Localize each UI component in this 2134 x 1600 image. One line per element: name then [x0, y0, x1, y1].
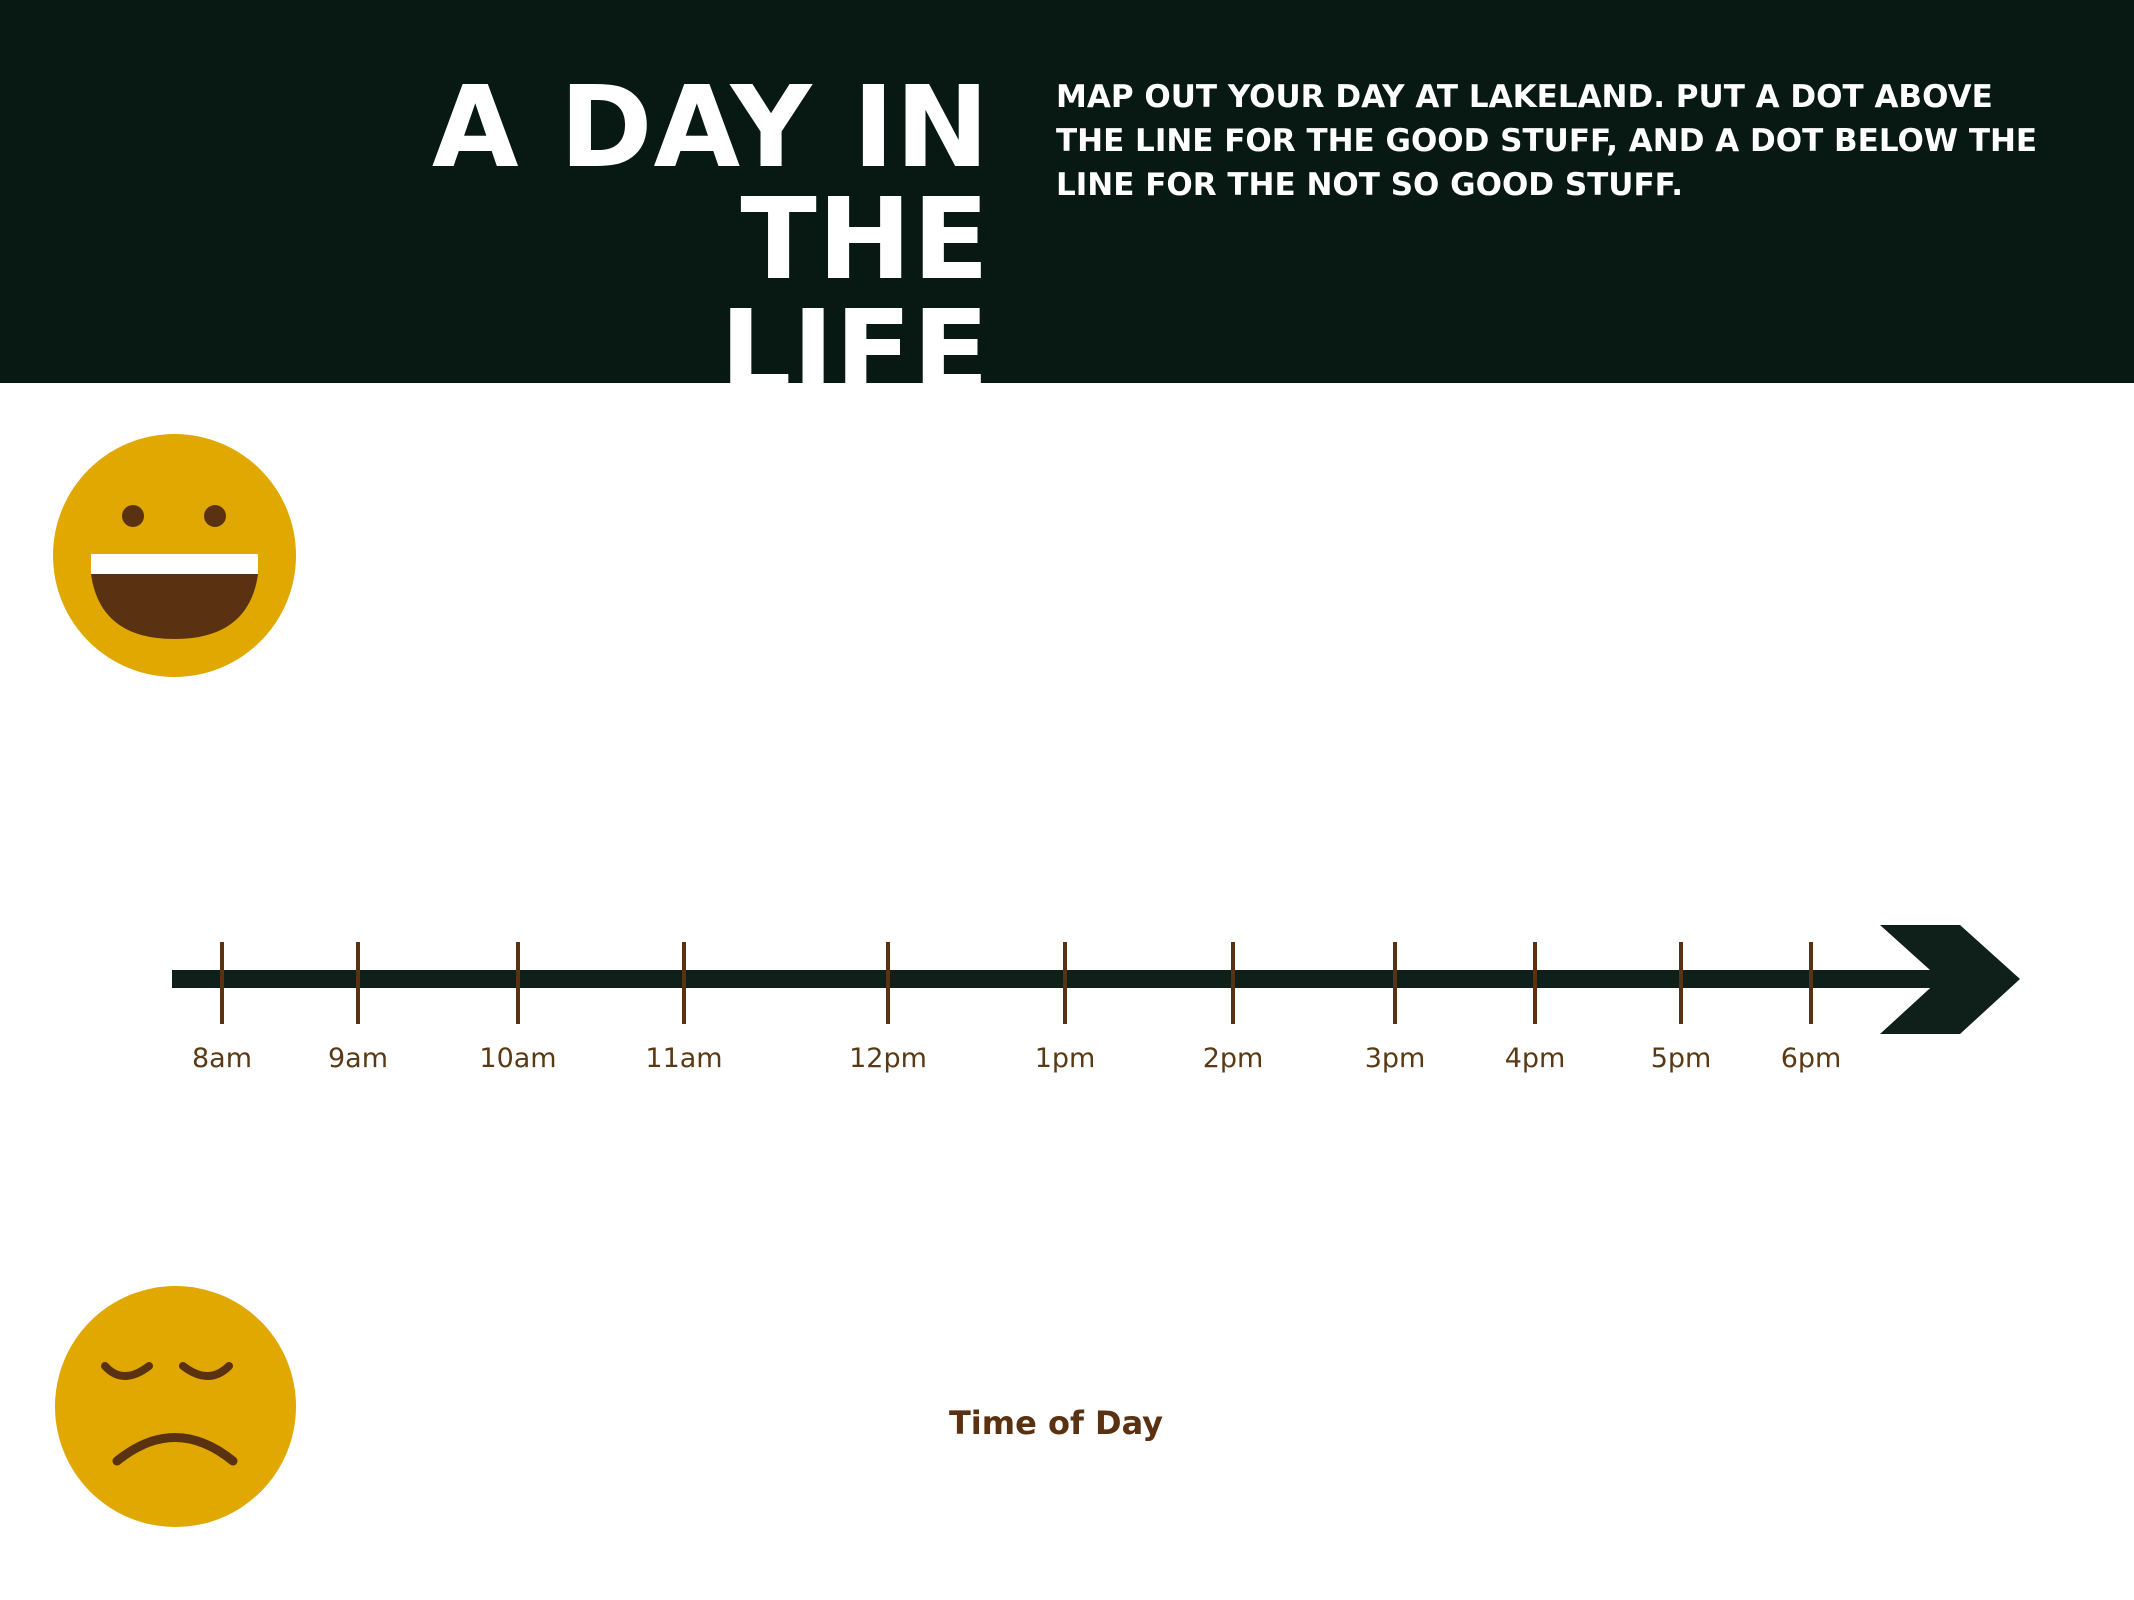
tick-label-10am: 10am [479, 1043, 556, 1074]
title-line-2: LIFE [719, 287, 990, 417]
instructions-text: MAP OUT YOUR DAY AT LAKELAND. PUT A DOT … [1056, 79, 2038, 203]
timeline-line [172, 970, 1972, 988]
axis-title: Time of Day [948, 1404, 1164, 1442]
arrow-right-icon [1880, 925, 2020, 1034]
timeline-ticks [220, 942, 1813, 1024]
tick-label-9am: 9am [328, 1043, 388, 1074]
tick-label-8am: 8am [192, 1043, 252, 1074]
tick-label-6pm: 6pm [1781, 1043, 1842, 1074]
title-line-1: A DAY IN THE [431, 63, 990, 305]
happy-face-icon [53, 434, 296, 677]
header-banner: A DAY IN THE LIFE MAP OUT YOUR DAY AT LA… [0, 0, 2134, 408]
tick-label-5pm: 5pm [1651, 1043, 1712, 1074]
tick-label-1pm: 1pm [1035, 1043, 1096, 1074]
page-title: A DAY IN THE LIFE [160, 72, 990, 408]
tick-label-4pm: 4pm [1505, 1043, 1566, 1074]
tick-label-2pm: 2pm [1203, 1043, 1264, 1074]
timeline: 8am 9am 10am 11am 12pm 1pm 2pm 3pm 4pm 5pm 6pm [172, 925, 2020, 1074]
tick-label-3pm: 3pm [1365, 1043, 1426, 1074]
sad-face-icon [55, 1286, 296, 1527]
timeline-tick-labels: 8am 9am 10am 11am 12pm 1pm 2pm 3pm 4pm 5pm 6pm [192, 1043, 1841, 1074]
tick-label-12pm: 12pm [849, 1043, 927, 1074]
tick-label-11am: 11am [645, 1043, 722, 1074]
